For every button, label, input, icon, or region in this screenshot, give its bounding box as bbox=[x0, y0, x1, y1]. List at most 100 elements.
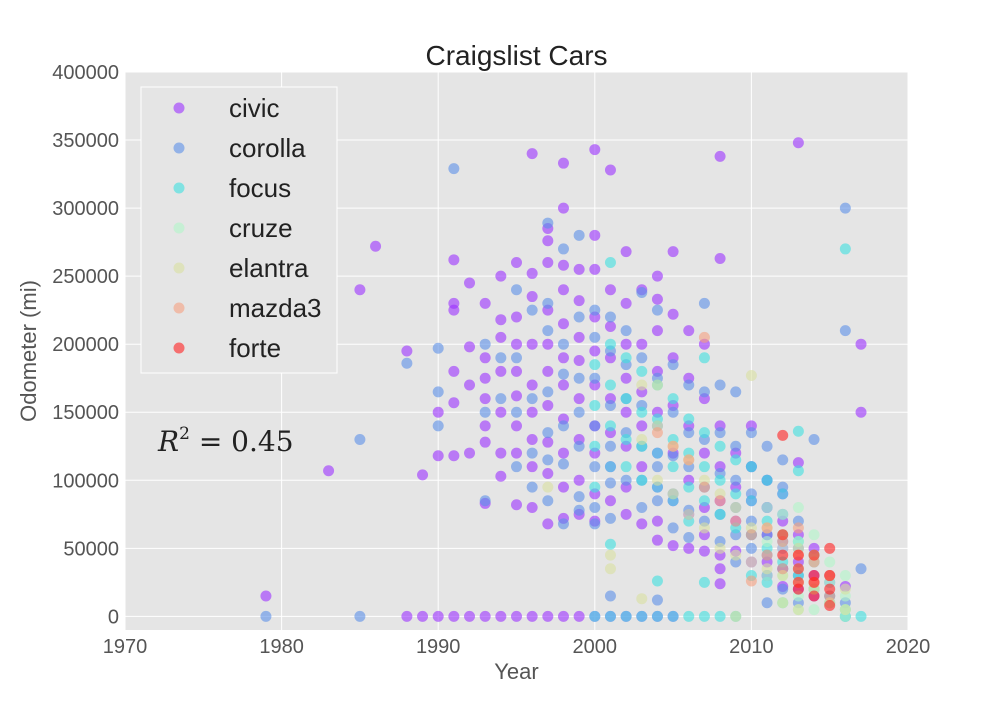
data-point bbox=[620, 461, 632, 473]
data-point bbox=[745, 542, 757, 554]
data-point bbox=[620, 246, 632, 258]
data-point bbox=[448, 254, 460, 266]
data-point bbox=[714, 427, 726, 439]
data-point bbox=[808, 590, 820, 602]
data-point bbox=[714, 563, 726, 575]
data-point bbox=[432, 450, 444, 462]
data-point bbox=[573, 406, 585, 418]
data-point bbox=[808, 549, 820, 561]
data-point bbox=[761, 502, 773, 514]
data-point bbox=[761, 474, 773, 486]
legend-marker-civic bbox=[173, 102, 185, 114]
data-point bbox=[730, 488, 742, 500]
data-point bbox=[667, 393, 679, 405]
data-point bbox=[777, 583, 789, 595]
data-point bbox=[620, 406, 632, 418]
data-point bbox=[573, 474, 585, 486]
data-point bbox=[636, 518, 648, 530]
data-point bbox=[651, 594, 663, 606]
data-point bbox=[761, 597, 773, 609]
y-tick-label: 200000 bbox=[52, 334, 119, 356]
data-point bbox=[479, 338, 491, 350]
data-point bbox=[683, 325, 695, 337]
data-point bbox=[542, 467, 554, 479]
data-point bbox=[573, 311, 585, 323]
data-point bbox=[777, 597, 789, 609]
legend-label-cruze: cruze bbox=[229, 213, 293, 243]
data-point bbox=[730, 454, 742, 466]
data-point bbox=[542, 325, 554, 337]
data-point bbox=[479, 352, 491, 364]
data-point bbox=[557, 610, 569, 622]
data-point bbox=[620, 352, 632, 364]
data-point bbox=[511, 284, 522, 296]
data-point bbox=[526, 304, 538, 316]
data-point bbox=[745, 575, 757, 587]
data-point bbox=[808, 604, 820, 616]
data-point bbox=[479, 372, 491, 384]
data-point bbox=[260, 610, 272, 622]
data-point bbox=[636, 338, 648, 350]
data-point bbox=[542, 518, 554, 530]
data-point bbox=[620, 372, 632, 384]
data-point bbox=[542, 436, 554, 448]
data-point bbox=[839, 202, 851, 214]
data-point bbox=[792, 425, 804, 437]
data-point bbox=[714, 578, 726, 590]
data-point bbox=[651, 495, 663, 507]
data-point bbox=[855, 406, 867, 418]
series-corolla bbox=[260, 163, 867, 622]
data-point bbox=[542, 386, 554, 398]
data-point bbox=[542, 235, 554, 247]
data-point bbox=[448, 304, 460, 316]
data-point bbox=[432, 342, 444, 354]
data-point bbox=[683, 379, 695, 391]
data-point bbox=[542, 297, 554, 309]
y-tick-label: 50000 bbox=[63, 538, 119, 560]
data-point bbox=[839, 583, 851, 595]
data-point bbox=[542, 610, 554, 622]
data-point bbox=[557, 420, 569, 432]
data-point bbox=[557, 379, 569, 391]
data-point bbox=[432, 386, 444, 398]
data-point bbox=[479, 495, 491, 507]
data-point bbox=[651, 304, 663, 316]
data-point bbox=[777, 529, 789, 541]
data-point bbox=[636, 379, 648, 391]
data-point bbox=[511, 610, 522, 622]
data-point bbox=[808, 529, 820, 541]
data-point bbox=[839, 325, 851, 337]
data-point bbox=[604, 549, 616, 561]
legend-label-elantra: elantra bbox=[229, 253, 309, 283]
data-point bbox=[557, 458, 569, 470]
data-point bbox=[698, 352, 710, 364]
data-point bbox=[542, 454, 554, 466]
data-point bbox=[714, 379, 726, 391]
data-point bbox=[792, 522, 804, 534]
data-point bbox=[526, 481, 538, 493]
data-point bbox=[589, 345, 601, 357]
data-point bbox=[526, 393, 538, 405]
data-point bbox=[792, 465, 804, 477]
data-point bbox=[714, 610, 726, 622]
data-point bbox=[604, 321, 616, 333]
data-point bbox=[448, 610, 460, 622]
x-tick-label: 1990 bbox=[416, 636, 461, 658]
data-point bbox=[714, 542, 726, 554]
data-point bbox=[824, 570, 836, 582]
data-point bbox=[808, 576, 820, 588]
data-point bbox=[651, 515, 663, 527]
data-point bbox=[745, 461, 757, 473]
data-point bbox=[526, 610, 538, 622]
legend-label-civic: civic bbox=[229, 93, 280, 123]
data-point bbox=[745, 556, 757, 568]
data-point bbox=[573, 295, 585, 307]
data-point bbox=[417, 610, 429, 622]
data-point bbox=[824, 556, 836, 568]
data-point bbox=[698, 331, 710, 343]
data-point bbox=[557, 352, 569, 364]
legend-marker-forte bbox=[173, 342, 185, 354]
data-point bbox=[573, 229, 585, 241]
data-point bbox=[636, 420, 648, 432]
data-point bbox=[761, 440, 773, 452]
